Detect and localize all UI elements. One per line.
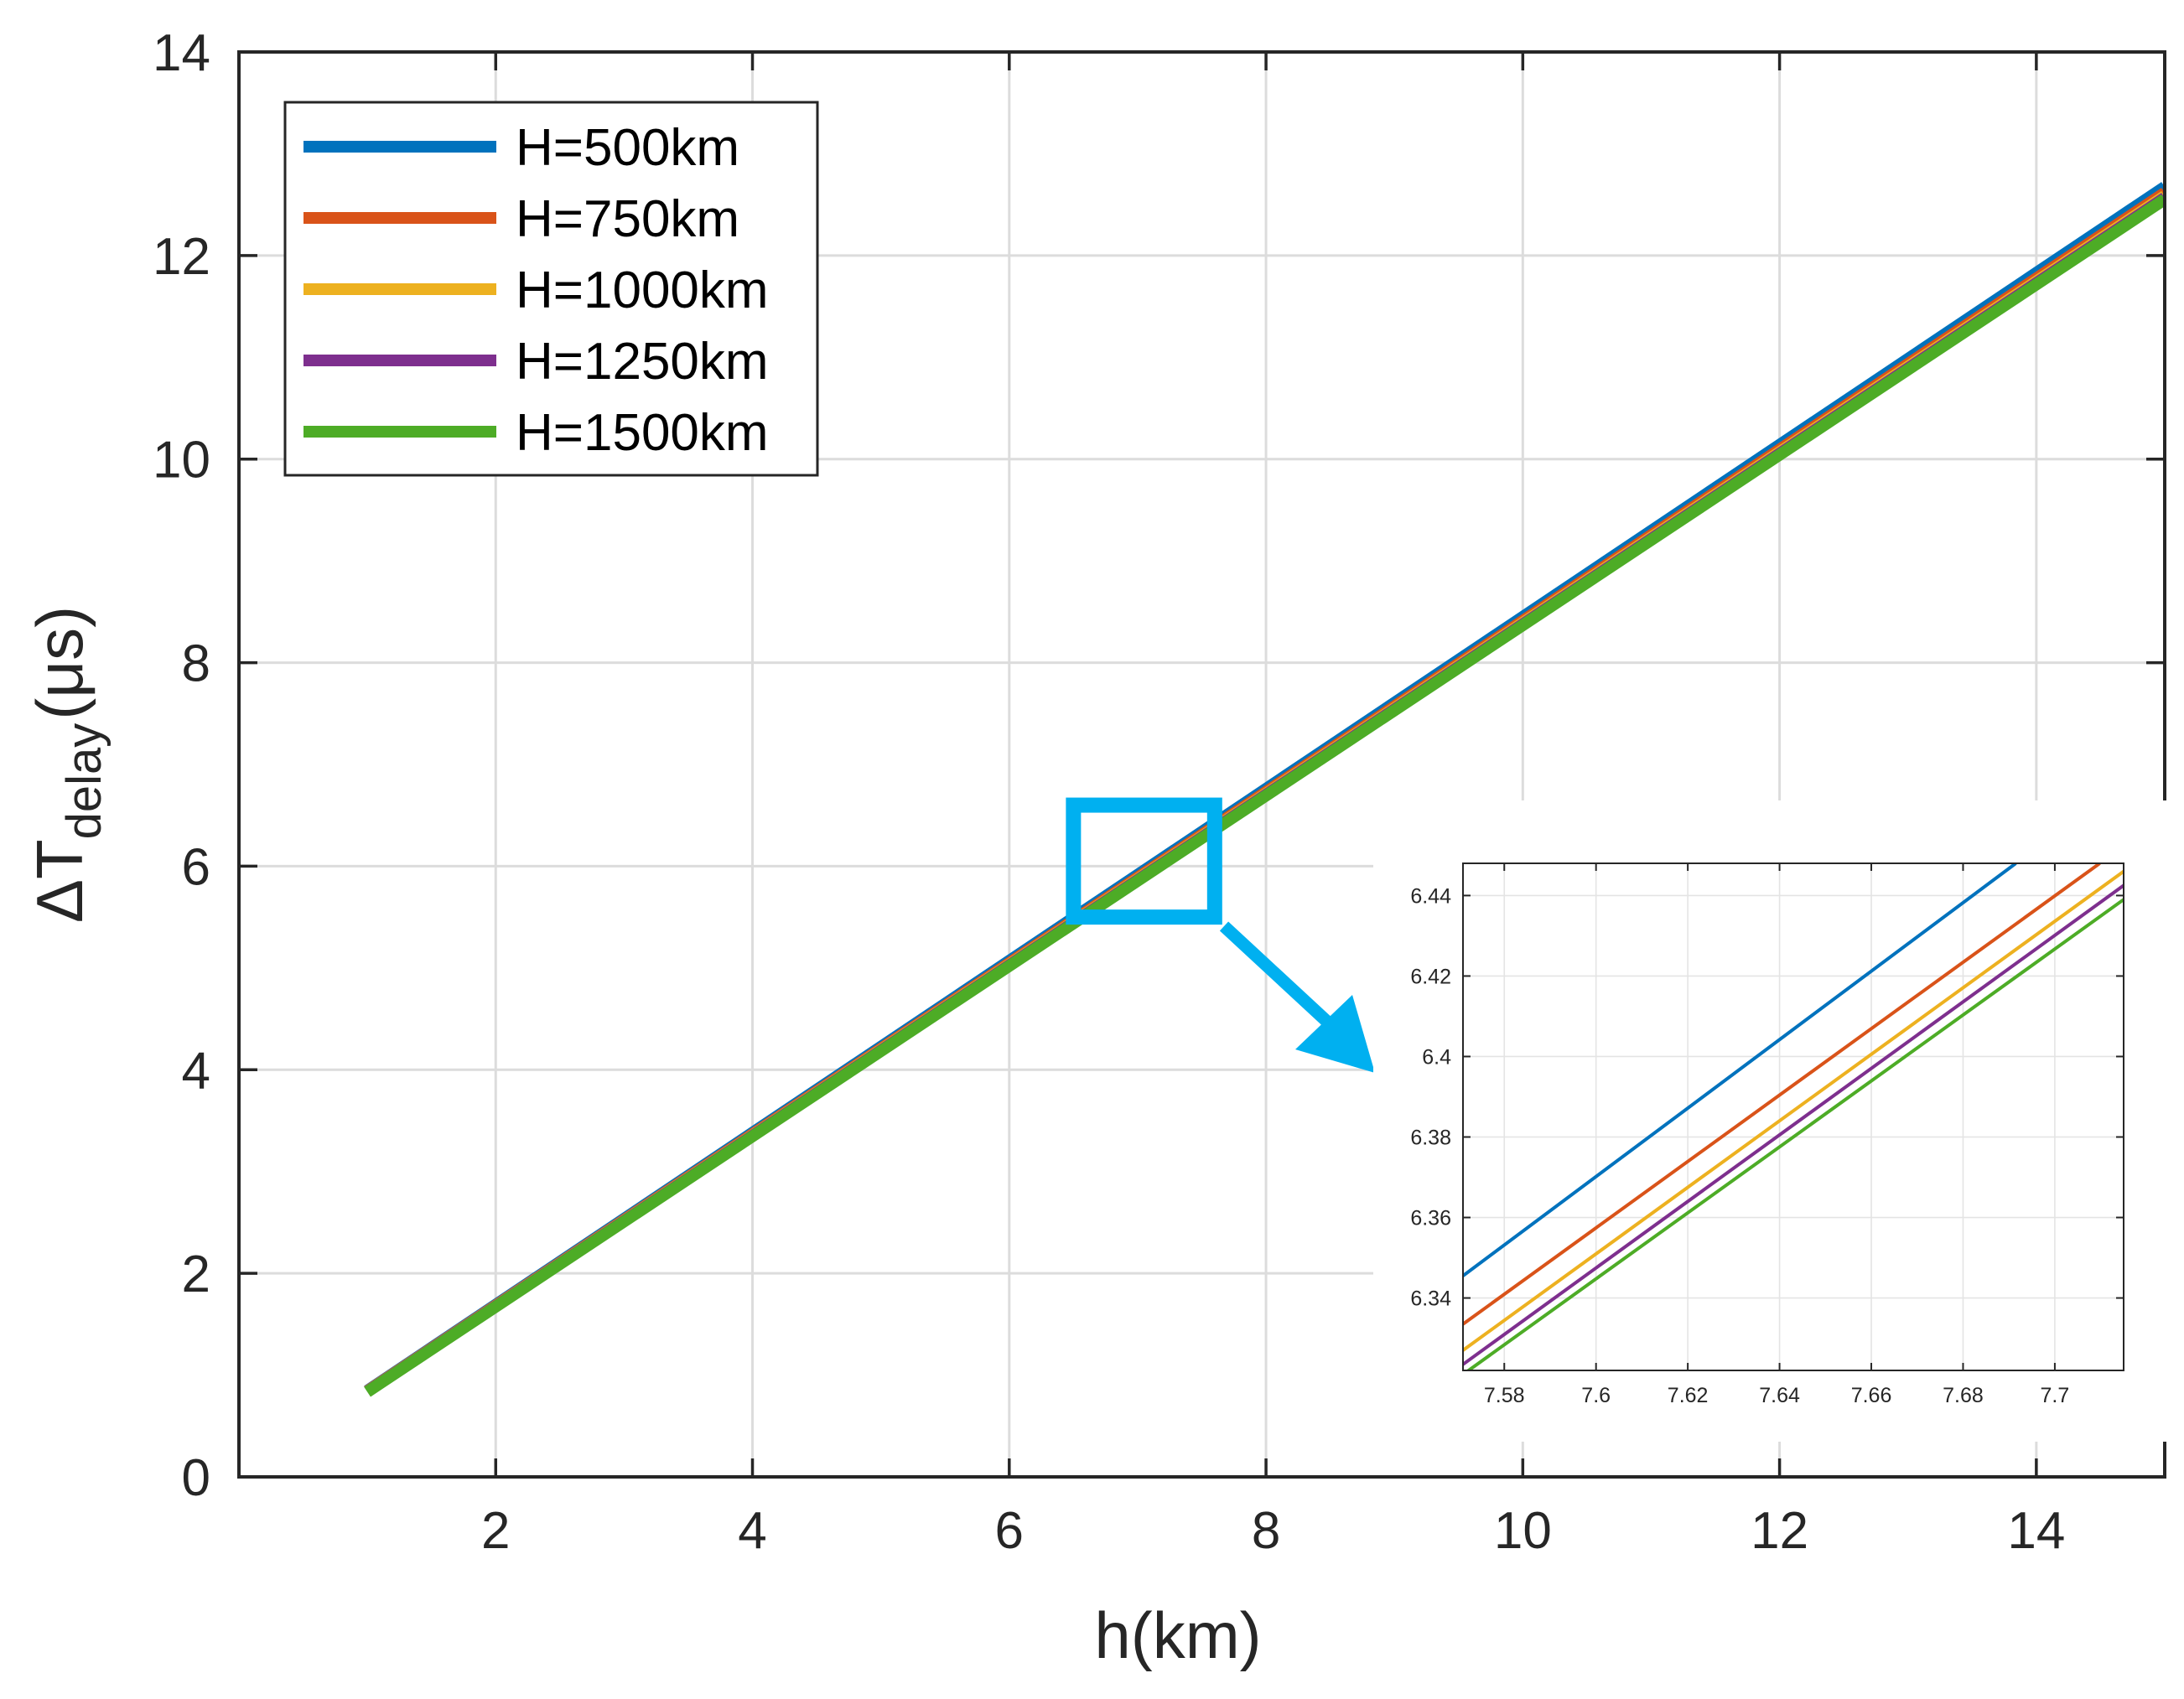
- legend-label: H=1000km: [516, 262, 769, 319]
- inset-series: [1463, 863, 2124, 1370]
- main-y-tick-label: 14: [153, 24, 210, 82]
- main-y-tick-label: 0: [182, 1449, 210, 1507]
- inset-x-tick-label: 7.64: [1759, 1384, 1800, 1407]
- main-y-tick-label: 4: [182, 1042, 210, 1100]
- y-axis-title-unit: (μs): [23, 606, 96, 720]
- main-x-tick-label: 4: [738, 1502, 766, 1560]
- main-series: [364, 182, 2165, 1397]
- inset-series-line-h-1500km: [1466, 898, 2124, 1370]
- main-series-group: [364, 182, 2165, 1397]
- inset-y-tick-label: 6.44: [1410, 884, 1451, 908]
- main-x-tick-label: 14: [2007, 1502, 2065, 1560]
- inset-series-line-h-750km: [1463, 863, 2101, 1326]
- legend-entries: H=500km H=750km H=1000km H=1250km H=1500km: [303, 119, 769, 462]
- main-ticks: [239, 50, 2165, 1479]
- legend-label: H=500km: [516, 119, 739, 177]
- main-axes-frame: [237, 50, 2166, 1479]
- legend-label: H=750km: [516, 190, 739, 248]
- main-x-tick-label: 6: [995, 1502, 1024, 1560]
- inset-y-tick-label: 6.4: [1422, 1045, 1451, 1069]
- main-x-tick-label: 10: [1494, 1502, 1552, 1560]
- main-x-tick-label: 2: [481, 1502, 510, 1560]
- legend-label: H=1250km: [516, 333, 769, 391]
- inset-y-tick-label: 6.42: [1410, 965, 1451, 988]
- main-y-tick-label: 8: [182, 635, 210, 693]
- inset-x-tick-label: 7.68: [1943, 1384, 1984, 1407]
- y-axis-title-subscript: delay: [57, 723, 112, 840]
- legend-box: [283, 101, 819, 477]
- zoom-box: [1066, 797, 1222, 925]
- inset-y-tick-label: 6.36: [1410, 1207, 1451, 1230]
- inset-y-tick-label: 6.34: [1410, 1287, 1451, 1311]
- inset-x-tick-label: 7.58: [1484, 1384, 1525, 1407]
- main-y-tick-label: 12: [153, 228, 210, 286]
- x-axis-title: h(km): [1094, 1598, 1261, 1672]
- y-axis-title-main: ΔT: [23, 839, 96, 923]
- inset-x-tick-label: 7.66: [1851, 1384, 1892, 1407]
- inset-series-line-h-1000km: [1463, 869, 2124, 1352]
- main-y-tick-label: 2: [182, 1246, 210, 1303]
- zoom-arrow-line: [1219, 921, 1342, 1036]
- inset-ticks: [1463, 863, 2124, 1370]
- main-x-tick-label: 12: [1751, 1502, 1808, 1560]
- inset-y-tick-label: 6.38: [1410, 1127, 1451, 1150]
- inset-x-tick-label: 7.62: [1668, 1384, 1709, 1407]
- main-y-tick-label: 10: [153, 432, 210, 489]
- main-x-tick-label: 8: [1252, 1502, 1280, 1560]
- zoom-callout: [1066, 797, 1375, 1073]
- inset-tick-labels: 7.58 7.6 7.62 7.64 7.66 7.68 7.7 6.34 6.36 6.38 6.…: [1410, 884, 2069, 1407]
- main-series-line-h-1500km: [364, 194, 2165, 1397]
- legend: H=500km H=750km H=1000km H=1250km H=1500km: [283, 101, 819, 477]
- legend-label: H=1500km: [516, 404, 769, 462]
- inset-axes: 7.58 7.6 7.62 7.64 7.66 7.68 7.7 6.34 6.36 6.38 6.…: [1373, 800, 2174, 1442]
- zoom-arrow-head: [1295, 995, 1375, 1073]
- main-y-tick-label: 6: [182, 838, 210, 896]
- inset-series-group: [1463, 863, 2124, 1370]
- inset-x-tick-label: 7.7: [2041, 1384, 2070, 1407]
- main-tick-labels: 2 4 6 8 10 12 14 0 2 4 6 8 10 12 14: [153, 24, 2065, 1560]
- inset-grid: [1463, 863, 2124, 1370]
- inset-series-line-h-1250km: [1463, 883, 2124, 1366]
- inset-x-tick-label: 7.6: [1581, 1384, 1611, 1407]
- inset-series-line-h-500km: [1463, 863, 2017, 1277]
- inset-axes-frame: [1462, 862, 2124, 1371]
- y-axis-title: ΔTdelay(μs): [23, 606, 112, 923]
